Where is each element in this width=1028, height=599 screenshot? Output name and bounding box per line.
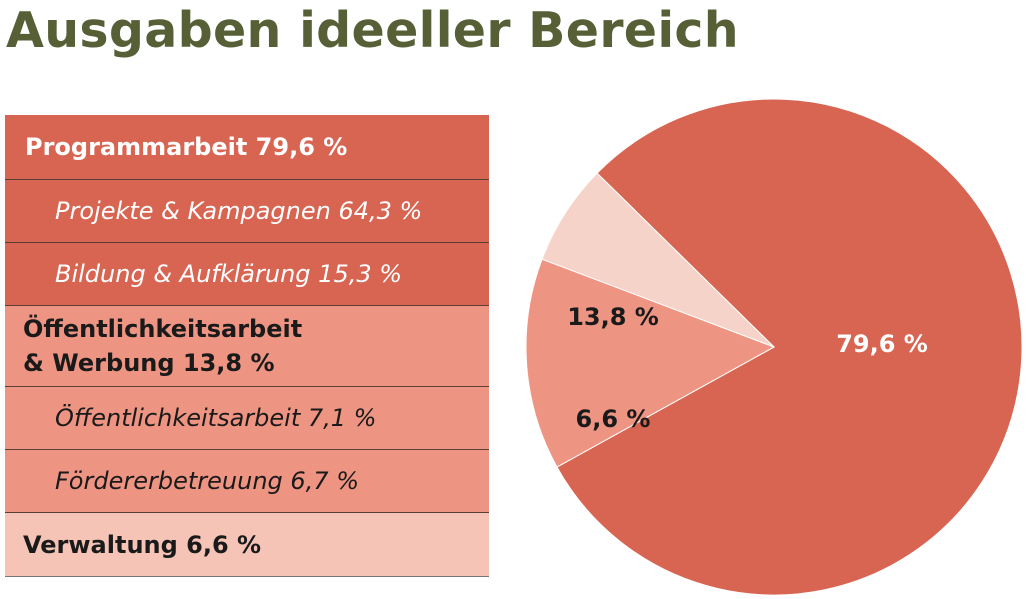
- pie-slice-2: [525, 258, 776, 468]
- pie-slice-label-3: 6,6 %: [576, 405, 651, 433]
- legend-row-projekte-kampagnen: Projekte & Kampagnen 64,3 %: [5, 180, 489, 243]
- legend-row-foerdererbetreuung: Fördererbetreuung 6,7 %: [5, 450, 489, 513]
- pie-slice-label-2: 13,8 %: [567, 303, 659, 331]
- legend-row-oeffentlichkeitsarbeit-werbung: Öffentlichkeitsarbeit & Werbung 13,8 %: [5, 306, 489, 387]
- legend-row-oeffentlichkeit-line2: & Werbung 13,8 %: [23, 349, 275, 377]
- legend-row-verwaltung: Verwaltung 6,6 %: [5, 513, 489, 577]
- pie-slice-1: [556, 98, 1023, 596]
- legend-row-oeffentlichkeitsarbeit: Öffentlichkeitsarbeit 7,1 %: [5, 387, 489, 450]
- chart-title: Ausgaben ideeller Bereich: [6, 2, 739, 59]
- legend-row-oeffentlichkeit-line1: Öffentlichkeitsarbeit: [23, 315, 303, 343]
- pie-slice-3: [541, 172, 775, 348]
- pie-slice-label-1: 79,6 %: [836, 330, 928, 358]
- legend-table: Programmarbeit 79,6 % Projekte & Kampagn…: [5, 115, 489, 577]
- legend-row-programmarbeit: Programmarbeit 79,6 %: [5, 115, 489, 180]
- legend-row-bildung-aufklaerung: Bildung & Aufklärung 15,3 %: [5, 243, 489, 306]
